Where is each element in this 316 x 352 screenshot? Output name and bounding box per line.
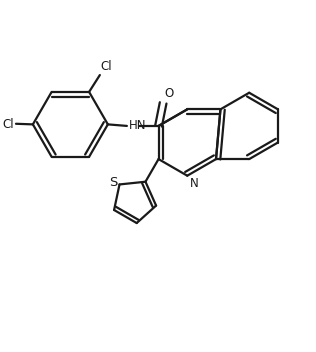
Text: Cl: Cl xyxy=(101,60,112,73)
Text: O: O xyxy=(164,87,173,100)
Text: N: N xyxy=(190,177,199,190)
Text: S: S xyxy=(109,176,117,189)
Text: HN: HN xyxy=(129,119,147,132)
Text: Cl: Cl xyxy=(3,118,15,131)
